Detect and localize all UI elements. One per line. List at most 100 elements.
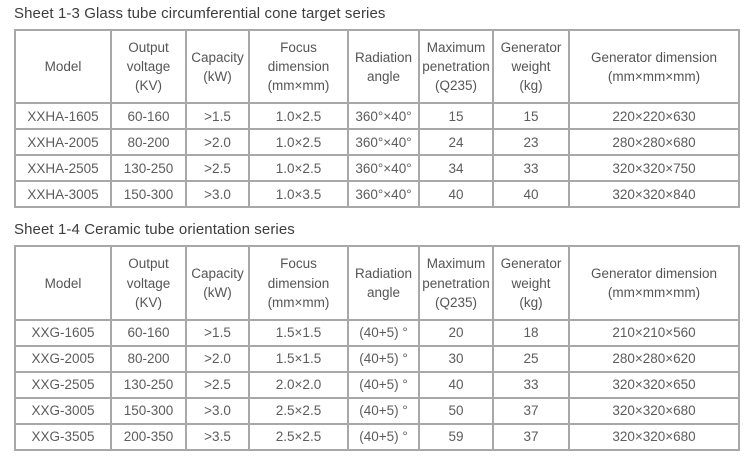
table-cell: 80-200 — [110, 128, 187, 157]
table-row: XXG-3005 150-300 >3.0 2.5×2.5 (40+5) ° 50 37 32… — [14, 396, 740, 425]
column-header: Capacity (kW) — [185, 28, 250, 105]
table-cell: 360°×40° — [347, 180, 420, 209]
table-cell: 15 — [492, 102, 570, 131]
header-row: Model Output voltage (KV) Capacity (kW) Foc… — [14, 245, 740, 321]
table-cell: (40+5) ° — [347, 370, 420, 399]
table-cell: 1.0×2.5 — [248, 128, 349, 157]
table-cell: 150-300 — [110, 180, 187, 209]
table-cell: (40+5) ° — [347, 344, 420, 373]
table-cell: 320×320×680 — [568, 422, 740, 451]
table-cell: 60-160 — [110, 318, 187, 347]
table-cell: >3.5 — [185, 422, 250, 451]
table-cell: 80-200 — [110, 344, 187, 373]
table-cell: (40+5) ° — [347, 318, 420, 347]
column-header: Output voltage (KV) — [110, 28, 187, 105]
table-cell: 20 — [418, 318, 494, 347]
table-cell: 320×320×650 — [568, 370, 740, 399]
column-header: Generator dimension (mm×mm×mm) — [568, 245, 740, 321]
table-cell: 30 — [418, 344, 494, 373]
column-header: Generator weight (kg) — [492, 28, 570, 105]
table-cell: 1.0×2.5 — [248, 102, 349, 131]
column-header: Radiation angle — [347, 245, 420, 321]
table-cell: 25 — [492, 344, 570, 373]
table-cell: 40 — [492, 180, 570, 209]
table-cell: 320×320×680 — [568, 396, 740, 425]
table-cell: XXG-1605 — [14, 318, 112, 347]
table-cell: 220×220×630 — [568, 102, 740, 131]
table-cell: >2.0 — [185, 344, 250, 373]
table-cell: 40 — [418, 180, 494, 209]
column-header: Radiation angle — [347, 28, 420, 105]
table-cell: 130-250 — [110, 154, 187, 183]
table-row: XXHA-1605 60-160 >1.5 1.0×2.5 360°×40° 15 15 22… — [14, 102, 740, 131]
table-cell: 320×320×750 — [568, 154, 740, 183]
table-cell: 59 — [418, 422, 494, 451]
table-cell: 360°×40° — [347, 154, 420, 183]
table-cell: 40 — [418, 370, 494, 399]
table-cell: 33 — [492, 370, 570, 399]
table-row: XXHA-3005 150-300 >3.0 1.0×3.5 360°×40° 40 40 3… — [14, 180, 740, 209]
column-header: Maximum penetration (Q235) — [418, 245, 494, 321]
table-cell: XXG-3505 — [14, 422, 112, 451]
sheet-1-4-title: Sheet 1-4 Ceramic tube orientation serie… — [14, 221, 295, 239]
table-cell: (40+5) ° — [347, 396, 420, 425]
table-cell: 60-160 — [110, 102, 187, 131]
column-header: Model — [14, 28, 112, 105]
table-cell: 1.5×1.5 — [248, 318, 349, 347]
table-cell: 150-300 — [110, 396, 187, 425]
column-header: Output voltage (KV) — [110, 245, 187, 321]
table-cell: XXHA-3005 — [14, 180, 112, 209]
spec-table-sheet-1-3: Model Output voltage (KV) Capacity (kW) Foc… — [14, 28, 740, 209]
table-cell: 1.0×2.5 — [248, 154, 349, 183]
header-row: Model Output voltage (KV) Capacity (kW) Foc… — [14, 28, 740, 105]
table-cell: 360°×40° — [347, 102, 420, 131]
table-cell: 33 — [492, 154, 570, 183]
table-cell: >2.5 — [185, 370, 250, 399]
column-header: Capacity (kW) — [185, 245, 250, 321]
table-cell: XXHA-1605 — [14, 102, 112, 131]
table-cell: >1.5 — [185, 102, 250, 131]
table-cell: 360°×40° — [347, 128, 420, 157]
column-header: Focus dimension (mm×mm) — [248, 245, 349, 321]
table-cell: 37 — [492, 422, 570, 451]
table-cell: XXHA-2005 — [14, 128, 112, 157]
table-row: XXG-1605 60-160 >1.5 1.5×1.5 (40+5) ° 20 18 210… — [14, 318, 740, 347]
table-cell: XXG-3005 — [14, 396, 112, 425]
table-cell: 37 — [492, 396, 570, 425]
column-header: Model — [14, 245, 112, 321]
table-cell: 280×280×680 — [568, 128, 740, 157]
table-row: XXHA-2505 130-250 >2.5 1.0×2.5 360°×40° 34 33 3… — [14, 154, 740, 183]
table-cell: >1.5 — [185, 318, 250, 347]
table-cell: 200-350 — [110, 422, 187, 451]
table-cell: 1.0×3.5 — [248, 180, 349, 209]
column-header: Generator weight (kg) — [492, 245, 570, 321]
table-row: XXG-2005 80-200 >2.0 1.5×1.5 (40+5) ° 30 25 280… — [14, 344, 740, 373]
spec-table-sheet-1-4: Model Output voltage (KV) Capacity (kW) Foc… — [14, 245, 740, 451]
table-row: XXHA-2005 80-200 >2.0 1.0×2.5 360°×40° 24 23 28… — [14, 128, 740, 157]
table-cell: 2.5×2.5 — [248, 422, 349, 451]
table-cell: 15 — [418, 102, 494, 131]
table-cell: 130-250 — [110, 370, 187, 399]
table-cell: 1.5×1.5 — [248, 344, 349, 373]
table-cell: XXG-2005 — [14, 344, 112, 373]
table-cell: XXHA-2505 — [14, 154, 112, 183]
table-cell: 23 — [492, 128, 570, 157]
table-cell: >2.0 — [185, 128, 250, 157]
table-cell: 2.0×2.0 — [248, 370, 349, 399]
table-cell: >3.0 — [185, 396, 250, 425]
table-row: XXG-2505 130-250 >2.5 2.0×2.0 (40+5) ° 40 33 32… — [14, 370, 740, 399]
table-cell: 18 — [492, 318, 570, 347]
table-cell: 24 — [418, 128, 494, 157]
table-cell: 34 — [418, 154, 494, 183]
table-cell: >2.5 — [185, 154, 250, 183]
table-cell: 2.5×2.5 — [248, 396, 349, 425]
table-cell: XXG-2505 — [14, 370, 112, 399]
table-row: XXG-3505 200-350 >3.5 2.5×2.5 (40+5) ° 59 37 32… — [14, 422, 740, 451]
column-header: Generator dimension (mm×mm×mm) — [568, 28, 740, 105]
table-cell: (40+5) ° — [347, 422, 420, 451]
table-cell: >3.0 — [185, 180, 250, 209]
column-header: Focus dimension (mm×mm) — [248, 28, 349, 105]
table-cell: 320×320×840 — [568, 180, 740, 209]
table-cell: 210×210×560 — [568, 318, 740, 347]
